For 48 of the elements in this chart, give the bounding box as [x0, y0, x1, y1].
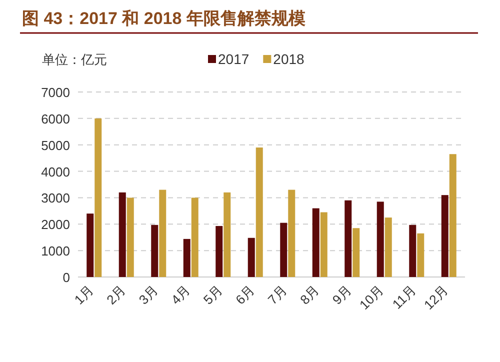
bar — [441, 195, 448, 277]
x-tick-label: 7月 — [264, 282, 290, 308]
bar — [86, 214, 94, 277]
bar — [384, 218, 392, 277]
y-tick-label: 7000 — [41, 85, 70, 100]
x-tick-label: 11月 — [389, 282, 419, 312]
legend-label: 2018 — [273, 51, 305, 67]
bar — [344, 200, 352, 277]
x-tick-label: 1月 — [71, 282, 96, 308]
x-tick-label: 12月 — [420, 282, 451, 313]
bar — [191, 198, 198, 277]
y-tick-label: 0 — [62, 270, 70, 285]
y-tick-label: 3000 — [41, 190, 70, 206]
bar — [312, 208, 320, 277]
y-tick-label: 4000 — [41, 164, 70, 180]
x-tick-label: 6月 — [232, 282, 258, 308]
legend-label: 2017 — [218, 51, 250, 67]
x-tick-label: 9月 — [329, 282, 354, 308]
bar — [352, 228, 360, 277]
bar — [248, 238, 255, 277]
chart-title: 图 43：2017 和 2018 年限售解禁规模 — [22, 9, 306, 28]
y-tick-label: 5000 — [41, 138, 70, 153]
bar — [376, 202, 384, 277]
bar — [256, 148, 263, 277]
x-tick-label: 5月 — [200, 282, 226, 308]
x-tick-label: 8月 — [297, 282, 322, 308]
bar — [151, 224, 158, 277]
x-tick-label: 3月 — [136, 282, 161, 308]
y-tick-label: 2000 — [41, 217, 70, 232]
bar — [118, 192, 126, 277]
bar — [417, 233, 424, 277]
bar — [216, 226, 223, 277]
x-tick-label: 10月 — [356, 282, 386, 313]
bar — [320, 212, 328, 277]
bar — [159, 190, 166, 277]
bar — [288, 190, 296, 277]
bar — [280, 222, 288, 277]
bar — [126, 198, 134, 277]
y-axis-title: 单位：亿元 — [42, 52, 107, 67]
x-tick-label: 2月 — [104, 282, 128, 308]
bar — [94, 118, 102, 277]
y-tick-label: 1000 — [41, 244, 70, 259]
bar — [183, 238, 190, 277]
x-tick-label: 4月 — [168, 282, 193, 308]
bar — [224, 192, 231, 277]
bar — [449, 154, 456, 277]
bar — [409, 224, 416, 277]
y-tick-label: 6000 — [41, 111, 70, 126]
